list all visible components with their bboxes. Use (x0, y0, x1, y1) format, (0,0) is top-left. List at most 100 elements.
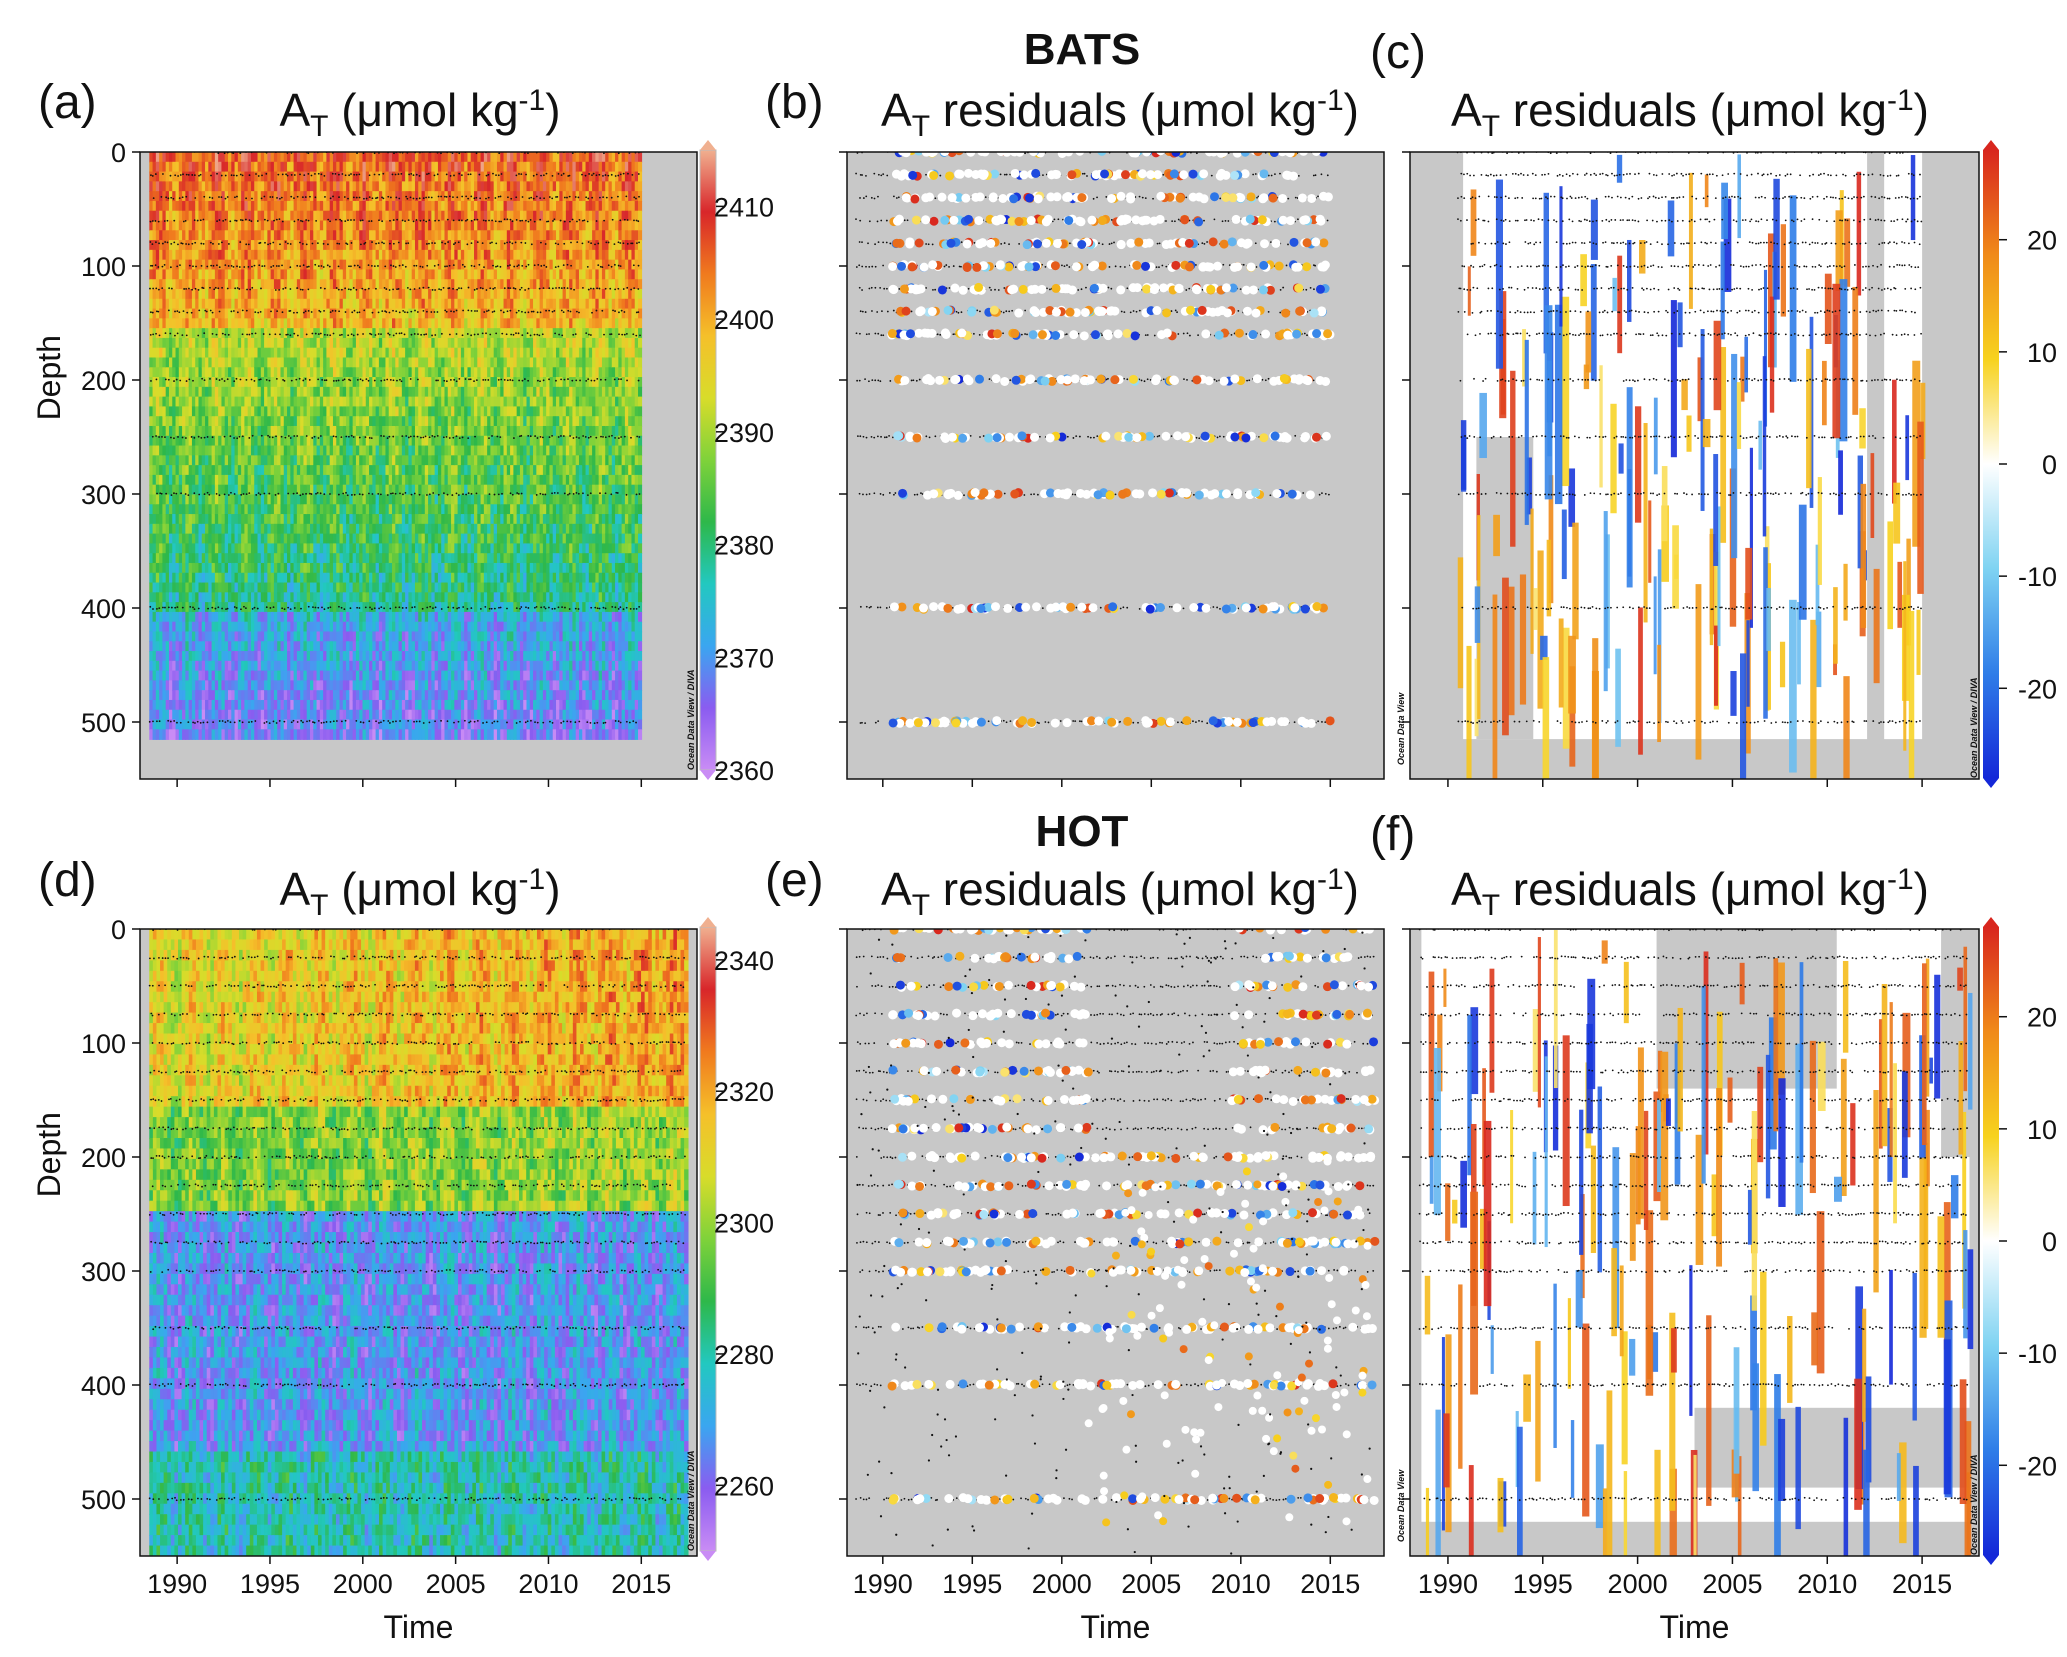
panel-label-e: (e) (765, 854, 824, 907)
colorbar-gradient (1983, 150, 1999, 778)
colorbar-f: 20 10 0 -10 -20 Ocean Data View / DIVA (1969, 917, 2057, 1565)
xtick-label: 1995 (942, 1569, 1002, 1599)
ytick-label: 0 (111, 138, 126, 168)
panel-d: (d) AT (μmol kg-1) 0 100 200 300 400 500 1990 199… (31, 854, 774, 1645)
group-label-bats: BATS (1024, 25, 1141, 74)
colorbar-cap-top (1983, 917, 1999, 927)
colorbar-tick-label: 20 (2027, 226, 2057, 256)
colorbar-gradient (699, 149, 717, 771)
colorbar-tick-label: 20 (2027, 1003, 2057, 1033)
odv-diva-watermark: Ocean Data View / DIVA (686, 669, 696, 770)
panel-label-b: (b) (765, 76, 824, 129)
ytick-label: 100 (81, 1029, 126, 1059)
panel-label-d: (d) (38, 854, 97, 907)
panel-c: (c) AT residuals (μmol kg-1) 20 10 0 -10 -20 Oc… (1370, 26, 2057, 788)
xtick-label: 1990 (1418, 1569, 1478, 1599)
xtick-label: 2005 (1702, 1569, 1762, 1599)
x-axis-label: Time (384, 1609, 454, 1645)
panel-title-e: AT residuals (μmol kg-1) (881, 863, 1359, 922)
panel-label-a: (a) (38, 76, 97, 129)
colorbar-cap-top (1983, 140, 1999, 150)
xtick-label: 1990 (147, 1569, 207, 1599)
colorbar-tick-label: 2370 (714, 643, 774, 673)
panel-f: (f) AT residuals (μmol kg-1) 1990 1995 2000 2… (1370, 808, 2057, 1645)
colorbar-tick-label: -10 (2018, 1339, 2057, 1369)
xtick-label: 2005 (1121, 1569, 1181, 1599)
odv-diva-watermark: Ocean Data View / DIVA (1969, 677, 1979, 778)
colorbar-d: 2340 2320 2300 2280 2260 Ocean Data View / DI… (686, 917, 774, 1561)
colorbar-tick-label: -20 (2018, 674, 2057, 704)
colorbar-c: 20 10 0 -10 -20 Ocean Data View / DIVA (1969, 140, 2057, 788)
plot-area-f (1410, 929, 1979, 1556)
colorbar-tick-label: 2360 (714, 756, 774, 786)
panel-a: (a) AT (μmol kg-1) 0 100 200 300 400 500 Depth 24… (31, 76, 774, 787)
colorbar-tick-label: 0 (2042, 450, 2057, 480)
xtick-label: 2010 (1211, 1569, 1271, 1599)
colorbar-tick-label: 2410 (714, 192, 774, 222)
panel-title-d: AT (μmol kg-1) (279, 863, 560, 922)
ytick-label: 300 (81, 480, 126, 510)
xtick-label: 2000 (1608, 1569, 1668, 1599)
panel-title-a: AT (μmol kg-1) (279, 84, 560, 143)
colorbar-a: 2410 2400 2390 2380 2370 2360 Ocean Data View … (686, 140, 774, 786)
ytick-label: 300 (81, 1257, 126, 1287)
colorbar-tick-label: 10 (2027, 338, 2057, 368)
plot-area-a (140, 152, 697, 779)
plot-frame-d (139, 928, 698, 1557)
colorbar-gradient (1983, 927, 1999, 1555)
colorbar-tick-label: 10 (2027, 1115, 2057, 1145)
colorbar-tick-label: 2340 (714, 946, 774, 976)
xtick-label: 2000 (1032, 1569, 1092, 1599)
panel-label-c: (c) (1370, 26, 1426, 79)
colorbar-cap-top (700, 140, 716, 150)
colorbar-tick-label: -20 (2018, 1451, 2057, 1481)
xtick-label: 1995 (240, 1569, 300, 1599)
xtick-label: 2000 (333, 1569, 393, 1599)
plot-frame-a (139, 151, 698, 780)
ytick-label: 100 (81, 252, 126, 282)
odv-diva-watermark: Ocean Data View / DIVA (686, 1450, 696, 1551)
panel-title-c: AT residuals (μmol kg-1) (1451, 84, 1929, 143)
colorbar-tick-label: -10 (2018, 562, 2057, 592)
ytick-label: 400 (81, 1371, 126, 1401)
odv-watermark: Ocean Data View (1396, 692, 1406, 765)
ytick-label: 200 (81, 1143, 126, 1173)
panel-title-f: AT residuals (μmol kg-1) (1451, 863, 1929, 922)
ytick-label: 0 (111, 915, 126, 945)
colorbar-tick-label: 2320 (714, 1077, 774, 1107)
colorbar-tick-label: 2280 (714, 1340, 774, 1370)
panel-title-b: AT residuals (μmol kg-1) (881, 84, 1359, 143)
xtick-label: 2005 (426, 1569, 486, 1599)
group-label-hot: HOT (1036, 807, 1129, 856)
xtick-label: 2010 (518, 1569, 578, 1599)
plot-frame-b (846, 151, 1385, 780)
panel-e: (e) AT residuals (μmol kg-1) 1990 1995 2000 2… (765, 854, 1385, 1645)
plot-frame-f (1409, 928, 1980, 1557)
panel-label-f: (f) (1370, 808, 1415, 861)
plot-area-c (1410, 152, 1979, 779)
panel-b: (b) AT residuals (μmol kg-1) (765, 76, 1385, 787)
plot-frame-e (846, 928, 1385, 1557)
xtick-label: 2015 (611, 1569, 671, 1599)
colorbar-tick-label: 2300 (714, 1209, 774, 1239)
plot-area-d (140, 929, 697, 1556)
xtick-label: 2010 (1797, 1569, 1857, 1599)
colorbar-tick-label: 2400 (714, 305, 774, 335)
colorbar-tick-label: 0 (2042, 1227, 2057, 1257)
ytick-label: 400 (81, 594, 126, 624)
ytick-label: 200 (81, 366, 126, 396)
ytick-label: 500 (81, 1485, 126, 1515)
y-axis-label: Depth (31, 335, 67, 420)
xtick-label: 2015 (1892, 1569, 1952, 1599)
colorbar-gradient (699, 926, 717, 1552)
odv-watermark: Ocean Data View (1396, 1469, 1406, 1542)
colorbar-cap-top (700, 917, 716, 927)
x-axis-label: Time (1660, 1609, 1730, 1645)
xtick-label: 2015 (1300, 1569, 1360, 1599)
plot-area-e (847, 929, 1384, 1556)
colorbar-tick-label: 2260 (714, 1471, 774, 1501)
plot-frame-c (1409, 151, 1980, 780)
ytick-label: 500 (81, 708, 126, 738)
odv-diva-watermark: Ocean Data View / DIVA (1969, 1454, 1979, 1555)
